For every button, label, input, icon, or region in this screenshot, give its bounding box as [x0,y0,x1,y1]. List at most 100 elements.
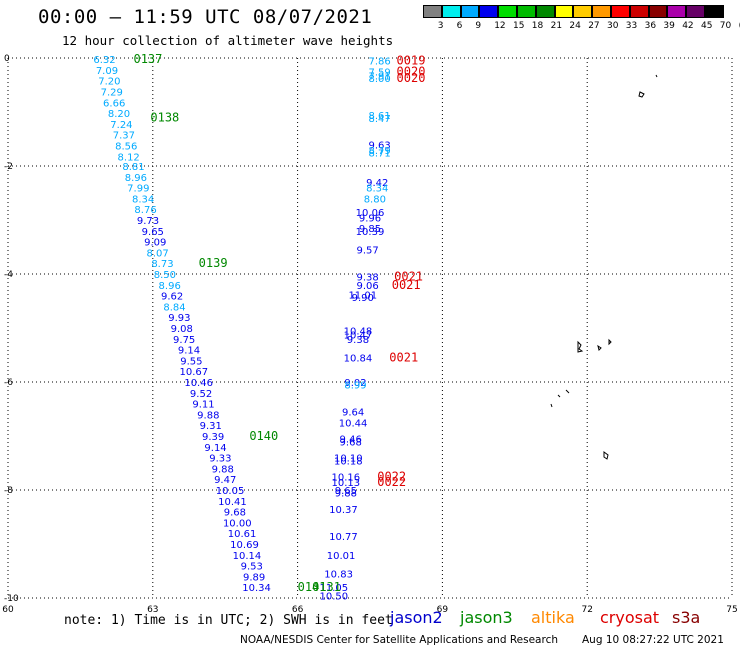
pass-label: 0021 [394,270,423,284]
wave-height-value: 9.68 [224,508,246,519]
wave-height-value: 10.48 [344,327,373,338]
wave-height-value: 9.85 [359,224,381,235]
wave-height-value: 8.96 [125,173,147,184]
colorbar-swatch [423,5,442,18]
wave-height-value: 9.08 [171,324,193,335]
chart-title: 00:00 – 11:59 UTC 08/07/2021 [38,6,373,28]
pass-label: 0138 [150,110,179,124]
wave-height-value: 9.55 [180,356,202,367]
colorbar-label: 24 [569,21,581,31]
x-tick-label: 72 [581,605,592,615]
colorbar-label: 45 [701,21,713,31]
wave-height-value: 9.63 [369,140,391,151]
wave-height-value: 10.34 [242,583,271,594]
colorbar-label: 27 [588,21,600,31]
wave-height-value: 11.01 [348,291,377,302]
coastline-fragment [557,394,561,398]
y-tick-label: -6 [4,378,13,388]
pass-label: 0020 [397,71,426,85]
colorbar-label: 9 [475,21,482,31]
colorbar-label: 15 [513,21,525,31]
wave-height-value: 9.68 [340,437,362,448]
wave-height-value: 10.61 [228,529,257,540]
coastline-fragment [608,338,612,346]
x-tick-label: 60 [2,605,14,615]
x-tick-label: 69 [437,605,449,615]
pass-label: 0021 [392,278,421,292]
pass-label: 0020 [397,65,426,79]
colorbar-label: 6 [456,21,463,31]
wave-height-value: 9.46 [340,435,362,446]
wave-height-value: 9.53 [241,562,263,573]
pass-label: 0021 [389,351,418,365]
colorbar-swatch [611,5,630,18]
wave-height-value: 9.65 [142,227,164,238]
wave-height-value: 9.38 [356,273,378,284]
colorbar-swatch [686,5,705,18]
wave-height-value: 10.50 [319,591,348,602]
pass-label: 0022 [377,470,406,484]
wave-height-value: 10.47 [344,330,373,341]
colorbar-swatch [460,5,480,18]
wave-height-value: 8.81 [122,162,144,173]
colorbar-swatch [479,5,499,18]
wave-height-value: 9.02 [344,378,366,389]
colorbar-swatch [498,5,517,18]
wave-height-value: 10.44 [339,419,368,430]
wave-height-value: 10.06 [356,208,385,219]
colorbar-label: 70 [719,21,732,31]
y-tick-label: -4 [4,270,13,280]
wave-height-value: 8.61 [369,111,391,122]
wave-height-value: 9.90 [352,293,374,304]
wave-height-value: 10.39 [356,227,385,238]
wave-height-value: 10.13 [332,478,361,489]
wave-height-value: 7.09 [96,66,118,77]
wave-height-value: 7.99 [127,184,149,195]
wave-height-value: 6.66 [103,98,125,109]
colorbar-swatch [573,5,593,18]
wave-height-value: 9.65 [335,486,357,497]
wave-height-value: 9.42 [366,178,388,189]
wave-height-value: 10.18 [334,456,363,467]
colorbar-label: 12 [494,21,506,31]
wave-height-value: 8.84 [163,302,185,313]
wave-height-value: 10.67 [180,367,209,378]
wave-height-value: 9.89 [243,572,265,583]
wave-height-value: 9.06 [356,281,378,292]
wave-height-value: 9.73 [137,216,159,227]
wave-height-value: 11.05 [319,583,348,594]
colorbar-swatch [441,5,461,18]
wave-height-value: 10.77 [329,532,358,543]
wave-height-value: 8.99 [344,381,366,392]
wave-height-value: 10.41 [218,497,247,508]
pass-label: 0141 [298,580,327,594]
coastline-fragment [638,91,645,98]
legend-jason3: jason3 [460,608,513,627]
wave-height-value: 9.39 [202,432,224,443]
wave-height-value: 6.32 [93,55,115,66]
wave-height-value: 9.09 [144,238,166,249]
wave-height-value: 10.01 [327,551,356,562]
wave-height-value: 9.88 [335,489,357,500]
wave-height-value: 7.59 [369,68,391,79]
legend-jason2: jason2 [390,608,443,627]
x-tick-label: 66 [292,605,304,615]
wave-height-value: 9.31 [200,421,222,432]
colorbar-label: 18 [531,21,544,31]
wave-height-value: 10.14 [233,551,262,562]
wave-height-value: 7.29 [101,87,123,98]
legend-altika: altika [531,608,575,627]
wave-height-value: 7.20 [98,77,120,88]
coastline-fragment [565,389,570,394]
wave-height-value: 9.88 [212,464,234,475]
wave-height-value: 10.83 [324,570,353,581]
wave-height-value: 10.84 [344,354,373,365]
wave-height-value: 9.52 [190,389,212,400]
chart-subtitle: 12 hour collection of altimeter wave hei… [62,33,394,48]
wave-height-value: 8.80 [364,194,386,205]
y-tick-label: -10 [4,594,19,604]
wave-height-value: 8.47 [369,114,391,125]
wave-height-value: 8.56 [115,141,137,152]
coastline-fragment [550,403,553,408]
generated-timestamp: Aug 10 08:27:22 UTC 2021 [582,634,724,646]
